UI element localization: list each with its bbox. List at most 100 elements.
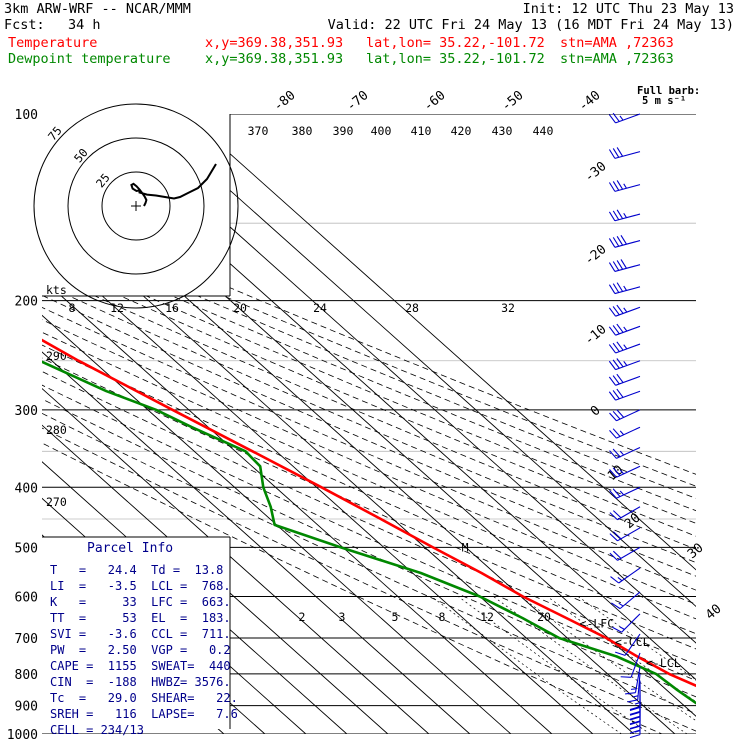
wind-barb	[615, 633, 641, 656]
barb-feather	[629, 716, 641, 721]
barb-feather	[625, 692, 636, 695]
theta-e-label: 270	[46, 495, 67, 509]
barb-feather	[612, 390, 620, 400]
wind-barb	[625, 667, 641, 695]
wind-barb	[608, 112, 641, 124]
pressure-label: 200	[15, 295, 38, 310]
isotherm-line	[185, 114, 696, 571]
kts-label: kts	[46, 283, 67, 297]
theta-label: 420	[451, 124, 472, 138]
barb-feather	[609, 552, 618, 561]
barb-feather	[629, 710, 641, 715]
dry-adiabat	[42, 398, 696, 698]
barb-staff	[624, 633, 641, 656]
barb-feather	[612, 428, 621, 437]
barb-feather	[609, 490, 617, 499]
parcel-info-row: Tc = 29.0 SHEAR= 22.	[50, 691, 238, 705]
barb-staff	[614, 151, 641, 159]
mixing-ratio-label: 12	[480, 610, 494, 624]
theta-e-label: 280	[46, 423, 67, 437]
wind-barbs	[608, 112, 641, 739]
isotherm-label: -60	[421, 88, 449, 115]
barb-staff	[614, 213, 641, 222]
theta-label: 370	[248, 124, 269, 138]
isotherm-line	[42, 314, 512, 734]
dry-adiabat	[42, 319, 696, 605]
pressure-label: 300	[15, 404, 38, 419]
wind-barb	[609, 486, 641, 499]
temperature-station: stn=AMA ,72363	[560, 35, 674, 51]
hodograph-ring-label: 25	[93, 171, 113, 191]
dry-adiabat	[42, 237, 696, 512]
barb-legend-value: 5 m s⁻¹	[642, 95, 686, 107]
barb-half-feather	[619, 115, 624, 121]
theta-label: 410	[411, 124, 432, 138]
barb-staff	[615, 343, 641, 354]
forecast-label: Fcst:	[4, 17, 45, 33]
wind-barb	[608, 323, 641, 336]
barb-feather	[620, 676, 632, 678]
dewpoint-xy: x,y=369.38,351.93	[205, 51, 344, 67]
wind-barb	[609, 426, 641, 439]
dewpoint-legend: Dewpoint temperature	[8, 51, 171, 67]
barb-staff	[614, 264, 641, 272]
kts-scale-label: 24	[313, 301, 327, 315]
isotherm-label: -50	[499, 88, 527, 115]
barb-staff	[621, 613, 641, 633]
forecast-hour: 34 h	[68, 17, 101, 33]
isotherm-line	[42, 241, 594, 734]
barb-staff	[615, 375, 641, 386]
kts-scale-label: 16	[165, 301, 179, 315]
kts-scale-label: 20	[233, 301, 247, 315]
barb-staff	[616, 409, 641, 422]
parcel-info-row: K = 33 LFC = 663.	[50, 595, 231, 609]
barb-feather	[608, 211, 616, 222]
barb-staff	[617, 527, 641, 542]
barb-half-feather	[619, 450, 625, 456]
barb-half-feather	[630, 688, 637, 690]
level-marker: <-LFC	[580, 616, 615, 630]
barb-feather	[612, 531, 622, 540]
barb-staff	[619, 591, 641, 610]
barb-feather	[608, 344, 617, 354]
wind-barb	[620, 652, 641, 678]
barb-half-feather	[618, 602, 624, 607]
wind-barb	[609, 527, 641, 542]
wind-barb	[611, 591, 641, 610]
hodograph-ring	[101, 171, 171, 241]
barb-staff	[616, 486, 641, 499]
model-title: 3km ARW-WRF -- NCAR/MMM	[4, 1, 191, 17]
dewpoint-latlon: lat,lon= 35.22,-101.72	[366, 51, 545, 67]
isotherm-label: -10	[582, 322, 610, 349]
barb-staff	[615, 306, 641, 317]
barb-feather	[608, 284, 616, 294]
barb-staff	[617, 506, 641, 521]
wind-barb	[609, 409, 641, 422]
mixing-ratio-line	[458, 596, 651, 734]
barb-feather	[609, 412, 617, 422]
barb-half-feather	[623, 326, 628, 332]
parcel-info-row: PW = 2.50 VGP = 0.2	[50, 643, 231, 657]
mixing-ratio-line	[520, 596, 696, 722]
barb-feather	[608, 262, 616, 272]
barb-feather	[608, 182, 616, 192]
wind-barb	[609, 546, 641, 561]
barb-feather	[616, 358, 624, 368]
barb-feather	[616, 409, 625, 418]
barb-staff	[616, 446, 641, 459]
wind-barb	[609, 465, 641, 478]
dry-adiabat	[42, 371, 696, 666]
parcel-info-row: LI = -3.5 LCL = 768.	[50, 579, 231, 593]
barb-feather	[612, 510, 622, 519]
barb-feather	[616, 282, 624, 292]
sounding-profiles	[42, 338, 696, 705]
parcel-info-row: TT = 53 EL = 183.	[50, 611, 231, 625]
pressure-label: 1000	[7, 728, 38, 740]
barb-feather	[612, 375, 620, 385]
barb-feather	[629, 720, 641, 725]
dry-adiabat	[42, 331, 696, 620]
kts-scale-label: 12	[110, 301, 124, 315]
barb-feather	[608, 114, 617, 124]
